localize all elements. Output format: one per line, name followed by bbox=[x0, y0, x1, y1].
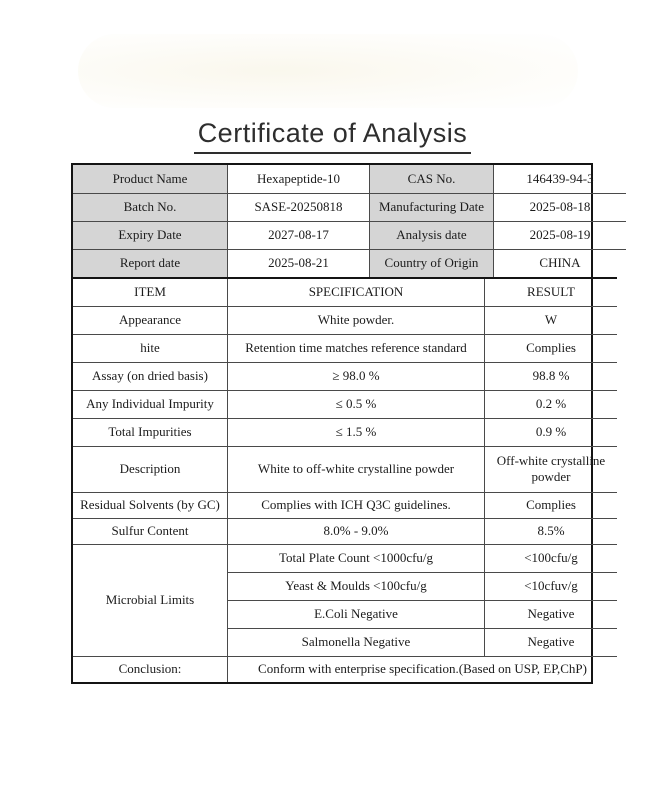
info-row: Report date 2025-08-21 Country of Origin… bbox=[73, 248, 626, 277]
microbial-row-specification: Total Plate Count <1000cfu/g bbox=[227, 543, 485, 573]
spec-row-item: Total Impurities bbox=[73, 417, 228, 447]
spec-row-specification: Retention time matches reference standar… bbox=[227, 333, 485, 363]
product-name-value: Hexapeptide-10 bbox=[227, 165, 370, 194]
report-date-value: 2025-08-21 bbox=[227, 248, 370, 277]
batch-no-value: SASE-20250818 bbox=[227, 192, 370, 222]
microbial-row-result: <10cfuv/g bbox=[484, 571, 617, 601]
spec-row-item: Assay (on dried basis) bbox=[73, 361, 228, 391]
spec-row-item: Appearance bbox=[73, 305, 228, 335]
microbial-row-result: Negative bbox=[484, 627, 617, 657]
country-of-origin-label: Country of Origin bbox=[369, 248, 494, 277]
spec-row-specification: Complies with ICH Q3C guidelines. bbox=[227, 491, 485, 519]
spec-row-individual-impurity: Any Individual Impurity ≤ 0.5 % 0.2 % bbox=[73, 389, 617, 419]
spec-row-result: 8.5% bbox=[484, 517, 617, 545]
info-row: Expiry Date 2027-08-17 Analysis date 202… bbox=[73, 220, 626, 250]
conclusion-text: Conform with enterprise specification.(B… bbox=[227, 655, 617, 682]
expiry-date-value: 2027-08-17 bbox=[227, 220, 370, 250]
microbial-row-specification: E.Coli Negative bbox=[227, 599, 485, 629]
product-info-table: Product Name Hexapeptide-10 CAS No. 1464… bbox=[73, 165, 626, 277]
spec-row-specification: White to off-white crystalline powder bbox=[227, 445, 485, 493]
microbial-limits-label: Microbial Limits bbox=[73, 543, 228, 657]
specification-column-header: SPECIFICATION bbox=[227, 278, 485, 307]
spec-row-result: 98.8 % bbox=[484, 361, 617, 391]
spec-row-result: Complies bbox=[484, 491, 617, 519]
spec-row-item: Any Individual Impurity bbox=[73, 389, 228, 419]
spec-row-specification: White powder. bbox=[227, 305, 485, 335]
spec-row-specification: ≤ 0.5 % bbox=[227, 389, 485, 419]
conclusion-label: Conclusion: bbox=[73, 655, 228, 682]
info-row: Batch No. SASE-20250818 Manufacturing Da… bbox=[73, 192, 626, 222]
spec-row-result: 0.2 % bbox=[484, 389, 617, 419]
info-row: Product Name Hexapeptide-10 CAS No. 1464… bbox=[73, 165, 626, 194]
conclusion-row: Conclusion: Conform with enterprise spec… bbox=[73, 655, 617, 682]
microbial-row-total-plate-count: Microbial Limits Total Plate Count <1000… bbox=[73, 543, 617, 657]
microbial-row-yeast-moulds: Yeast & Moulds <100cfu/g <10cfuv/g bbox=[73, 571, 617, 601]
expiry-date-label: Expiry Date bbox=[73, 220, 228, 250]
title-container: Certificate of Analysis bbox=[0, 118, 665, 154]
page-title: Certificate of Analysis bbox=[193, 118, 472, 154]
product-name-label: Product Name bbox=[73, 165, 228, 194]
cas-no-label: CAS No. bbox=[369, 165, 494, 194]
spec-row-result: W bbox=[484, 305, 617, 335]
microbial-row-result: <100cfu/g bbox=[484, 543, 617, 573]
certificate-table: Product Name Hexapeptide-10 CAS No. 1464… bbox=[71, 163, 626, 684]
microbial-row-specification: Yeast & Moulds <100cfu/g bbox=[227, 571, 485, 601]
result-column-header: RESULT bbox=[484, 278, 617, 307]
spec-row-description: Description White to off-white crystalli… bbox=[73, 445, 617, 493]
spec-row-item: Sulfur Content bbox=[73, 517, 228, 545]
spec-row-assay: Assay (on dried basis) ≥ 98.0 % 98.8 % bbox=[73, 361, 617, 391]
spec-row-item: Residual Solvents (by GC) bbox=[73, 491, 228, 519]
analysis-date-value: 2025-08-19 bbox=[493, 220, 626, 250]
spec-row-total-impurities: Total Impurities ≤ 1.5 % 0.9 % bbox=[73, 417, 617, 447]
spec-row-specification: ≤ 1.5 % bbox=[227, 417, 485, 447]
manufacturing-date-label: Manufacturing Date bbox=[369, 192, 494, 222]
spec-row-sulfur-content: Sulfur Content 8.0% - 9.0% 8.5% bbox=[73, 517, 617, 545]
spec-row-result: 0.9 % bbox=[484, 417, 617, 447]
spec-row-item: hite bbox=[73, 333, 228, 363]
spec-row-residual-solvents: Residual Solvents (by GC) Complies with … bbox=[73, 491, 617, 519]
spec-row-result: Complies bbox=[484, 333, 617, 363]
item-column-header: ITEM bbox=[73, 278, 228, 307]
specification-table: ITEM SPECIFICATION RESULT Appearance Whi… bbox=[73, 277, 617, 682]
report-date-label: Report date bbox=[73, 248, 228, 277]
spec-header-row: ITEM SPECIFICATION RESULT bbox=[73, 278, 617, 307]
spec-row-specification: 8.0% - 9.0% bbox=[227, 517, 485, 545]
cas-no-value: 146439-94-3 bbox=[493, 165, 626, 194]
spec-row-item: Description bbox=[73, 445, 228, 493]
microbial-row-specification: Salmonella Negative bbox=[227, 627, 485, 657]
manufacturing-date-value: 2025-08-18 bbox=[493, 192, 626, 222]
country-of-origin-value: CHINA bbox=[493, 248, 626, 277]
spec-row-appearance: Appearance White powder. W bbox=[73, 305, 617, 335]
microbial-row-result: Negative bbox=[484, 599, 617, 629]
analysis-date-label: Analysis date bbox=[369, 220, 494, 250]
spec-row-result: Off-white crystalline powder bbox=[484, 445, 617, 493]
spec-row-specification: ≥ 98.0 % bbox=[227, 361, 485, 391]
batch-no-label: Batch No. bbox=[73, 192, 228, 222]
spec-row-identification: hite Retention time matches reference st… bbox=[73, 333, 617, 363]
stamp-watermark bbox=[78, 34, 578, 108]
